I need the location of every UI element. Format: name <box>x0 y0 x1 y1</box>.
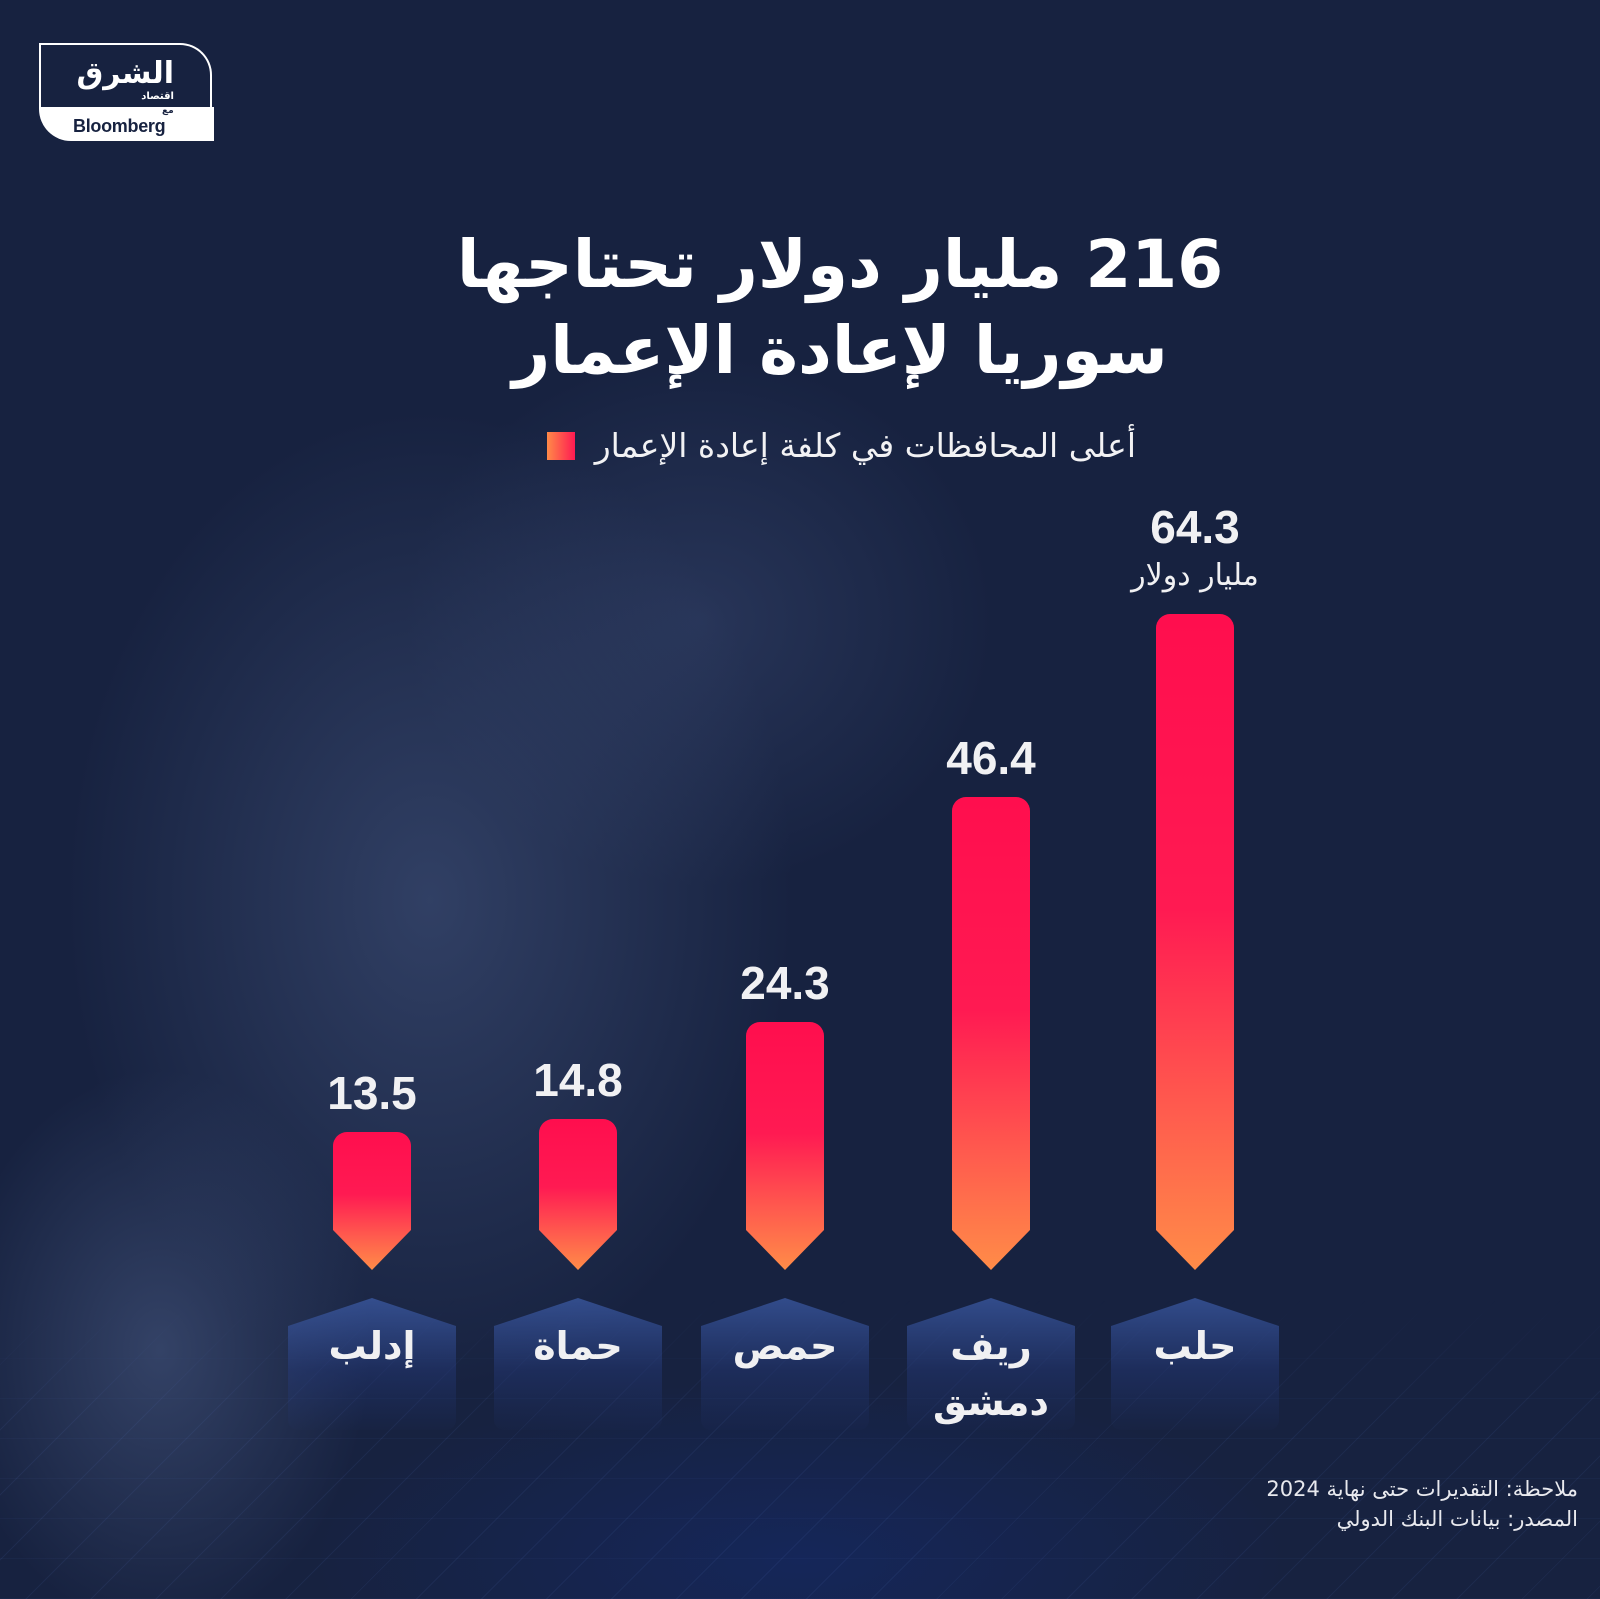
bar-value-label: 14.8 <box>533 1054 623 1106</box>
chart-legend: أعلى المحافظات في كلفة إعادة الإعمار <box>546 426 1136 465</box>
bar-group-aleppo: 64.3 مليار دولار <box>1131 504 1259 1270</box>
chart-title: 216 مليار دولار تحتاجها سوريا لإعادة الإ… <box>0 222 1600 394</box>
bar-unit-label: مليار دولار <box>1131 558 1259 593</box>
logo-brand-sub: اقتصاد <box>141 91 174 102</box>
legend-label: أعلى المحافظات في كلفة إعادة الإعمار <box>594 426 1136 465</box>
logo-partner-name: Bloomberg <box>73 116 166 136</box>
bar <box>333 1132 411 1270</box>
asharq-bloomberg-logo: الشرق اقتصاد مع Bloomberg <box>39 43 214 141</box>
category-tab-idlib <box>288 1298 456 1430</box>
bar <box>1156 614 1234 1270</box>
category-tab-homs <box>701 1298 869 1430</box>
category-tab-rif-dimashq <box>907 1298 1075 1430</box>
category-tab-hama <box>494 1298 662 1430</box>
bar-group-idlib: 13.5 <box>327 1070 417 1270</box>
chart-title-line-1: 216 مليار دولار تحتاجها <box>456 226 1224 303</box>
bar <box>539 1119 617 1270</box>
bar <box>952 797 1030 1270</box>
footer-note: ملاحظة: التقديرات حتى نهاية 2024 <box>1266 1477 1578 1501</box>
category-tab-aleppo <box>1111 1298 1279 1430</box>
logo-frame: الشرق اقتصاد <box>39 43 212 107</box>
category-label-idlib: إدلب <box>328 1324 416 1368</box>
category-label-aleppo: حلب <box>1153 1324 1237 1368</box>
logo-brand-name: الشرق <box>76 56 175 91</box>
bar-group-homs: 24.3 <box>740 960 830 1270</box>
chart-footer: ملاحظة: التقديرات حتى نهاية 2024 المصدر:… <box>1266 1474 1578 1534</box>
category-label-hama: حماة <box>533 1324 623 1368</box>
bar-value-label: 46.4 <box>946 732 1036 784</box>
category-label-rif-dimashq: ريف دمشق <box>933 1324 1049 1424</box>
bar-group-rif-dimashq: 46.4 <box>946 735 1036 1270</box>
bar-value-label: 64.3 <box>1150 501 1240 553</box>
bar-value-label: 24.3 <box>740 957 830 1009</box>
category-label-homs: حمص <box>732 1324 838 1368</box>
bar-value-label: 13.5 <box>327 1067 417 1119</box>
bar <box>746 1022 824 1270</box>
bar-group-hama: 14.8 <box>533 1057 623 1270</box>
logo-with-label: مع <box>162 106 174 116</box>
logo-partner-bar: مع Bloomberg <box>39 106 214 141</box>
chart-title-line-2: سوريا لإعادة الإعمار <box>512 312 1168 389</box>
footer-source: المصدر: بيانات البنك الدولي <box>1336 1507 1578 1531</box>
legend-swatch-icon <box>546 431 575 460</box>
